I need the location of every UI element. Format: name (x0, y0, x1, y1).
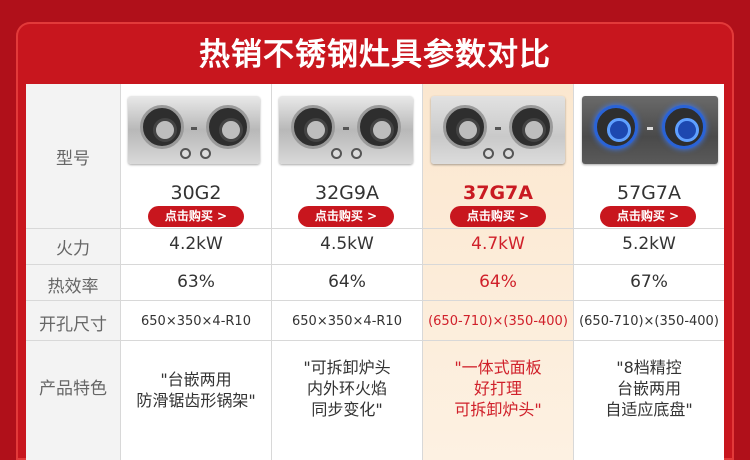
burner-icon (509, 105, 553, 149)
feature-text: "可拆卸炉头 内外环火焰 同步变化" (272, 357, 422, 420)
feature-line: "8档精控 (616, 358, 682, 377)
feature-line: 好打理 (473, 379, 522, 398)
buy-button-57g7a[interactable]: 点击购买 > (600, 206, 696, 227)
knob-icon (200, 148, 211, 159)
burner-icon (291, 105, 335, 149)
brand-mark (495, 127, 501, 130)
burner-icon (140, 105, 184, 149)
power-value: 4.2kW (169, 234, 223, 254)
row-label-cutout: 开孔尺寸 (39, 315, 107, 335)
cutout-value: 650×350×4-R10 (141, 314, 251, 329)
buy-button-32g9a[interactable]: 点击购买 > (298, 206, 394, 227)
comparison-table: 型号 火力 热效率 开孔尺寸 产品特色 30G2 点击购买 > 4.2kW 63… (26, 84, 724, 460)
product-image-37g7a[interactable] (431, 96, 565, 164)
power-value: 4.5kW (320, 234, 374, 254)
col-divider (422, 84, 423, 460)
cutout-value: (650-710)×(350-400) (579, 314, 719, 329)
efficiency-value: 64% (328, 272, 366, 292)
feature-line: 内外环火焰 (306, 379, 387, 398)
row-divider (26, 228, 724, 229)
feature-text: "一体式面板 好打理 可拆卸炉头" (423, 357, 573, 420)
knob-icon (331, 148, 342, 159)
burner-icon (357, 105, 401, 149)
product-image-57g7a[interactable] (582, 96, 718, 164)
efficiency-value: 64% (479, 272, 517, 292)
model-name-highlighted: 37G7A (463, 182, 533, 204)
model-name: 32G9A (315, 182, 379, 204)
row-label-model: 型号 (56, 149, 90, 169)
page-title: 热销不锈钢灶具参数对比 (199, 37, 551, 73)
row-label-features: 产品特色 (39, 379, 107, 399)
knob-icon (180, 148, 191, 159)
feature-line: 防滑锯齿形锅架" (136, 391, 256, 410)
blue-flame-burner-icon (662, 105, 706, 149)
feature-line: "台嵌两用 (160, 370, 232, 389)
feature-line: 可拆卸炉头" (454, 400, 542, 419)
row-divider (26, 264, 724, 265)
buy-button-37g7a[interactable]: 点击购买 > (450, 206, 546, 227)
blue-flame-burner-icon (594, 105, 638, 149)
feature-line: 同步变化" (311, 400, 383, 419)
col-divider (120, 84, 121, 460)
feature-line: "一体式面板 (454, 358, 542, 377)
burner-icon (443, 105, 487, 149)
brand-mark (647, 127, 653, 130)
row-label-efficiency: 热效率 (47, 277, 99, 297)
power-value: 5.2kW (622, 234, 676, 254)
col-divider (573, 84, 574, 460)
knob-icon (483, 148, 494, 159)
burner-icon (206, 105, 250, 149)
col-divider (271, 84, 272, 460)
efficiency-value: 63% (177, 272, 215, 292)
feature-line: 台嵌两用 (616, 379, 681, 398)
cutout-value: 650×350×4-R10 (292, 314, 402, 329)
brand-mark (191, 127, 197, 130)
row-divider (26, 300, 724, 301)
brand-mark (343, 127, 349, 130)
feature-line: "可拆卸炉头 (303, 358, 391, 377)
row-divider (26, 340, 724, 341)
row-label-power: 火力 (56, 239, 90, 259)
product-image-30g2[interactable] (128, 96, 260, 164)
buy-button-30g2[interactable]: 点击购买 > (148, 206, 244, 227)
knob-icon (503, 148, 514, 159)
cutout-value: (650-710)×(350-400) (428, 314, 568, 329)
model-name: 30G2 (170, 182, 222, 204)
model-name: 57G7A (617, 182, 681, 204)
knob-icon (351, 148, 362, 159)
efficiency-value: 67% (630, 272, 668, 292)
power-value: 4.7kW (471, 234, 525, 254)
product-image-32g9a[interactable] (279, 96, 413, 164)
label-column (26, 84, 120, 460)
feature-line: 自适应底盘" (605, 400, 693, 419)
feature-text: "8档精控 台嵌两用 自适应底盘" (574, 357, 724, 420)
feature-text: "台嵌两用 防滑锯齿形锅架" (121, 369, 271, 411)
